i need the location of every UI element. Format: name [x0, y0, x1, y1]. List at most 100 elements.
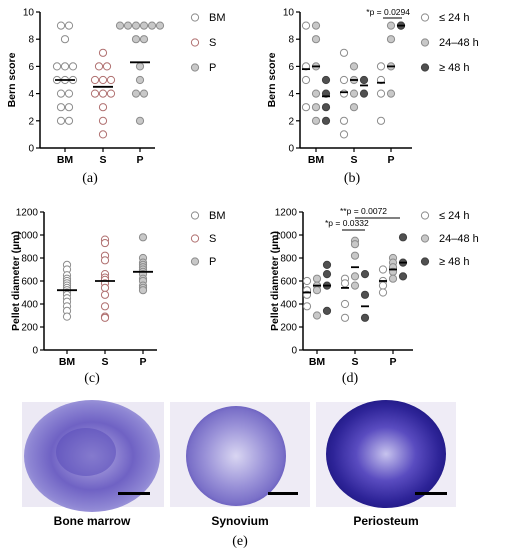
data-point	[56, 116, 66, 125]
data-point	[98, 89, 108, 98]
data-point	[302, 302, 312, 311]
data-point	[301, 75, 311, 85]
x-tick-label: BM	[309, 356, 326, 368]
panel-d-label: (d)	[342, 371, 359, 386]
data-point	[339, 75, 349, 85]
legend-marker	[420, 234, 430, 243]
legend-marker	[420, 63, 430, 72]
data-point	[100, 290, 110, 299]
legend-marker	[190, 211, 200, 220]
data-point	[98, 116, 108, 125]
x-tick-label: S	[101, 356, 108, 368]
legend-label: ≤ 24 h	[439, 210, 470, 222]
data-point	[312, 311, 322, 320]
data-point	[349, 62, 359, 71]
data-point	[98, 48, 108, 57]
y-tick-label: 1000	[275, 231, 298, 242]
legend-label: BM	[209, 210, 226, 222]
panel-a: 0 2 4 6 8 10 BM S P Bern score BM S P (a)	[6, 8, 226, 187]
y-tick-label: 0	[288, 144, 294, 155]
legend-marker	[420, 13, 430, 22]
periosteum-scale-bar	[415, 492, 447, 495]
data-point	[311, 116, 321, 125]
y-tick-label: 6	[28, 62, 34, 73]
data-point	[359, 89, 369, 98]
y-tick-label: 8	[288, 35, 294, 46]
data-point	[321, 75, 331, 85]
legend-marker	[420, 257, 430, 266]
data-point	[311, 103, 321, 112]
legend-marker	[190, 13, 200, 22]
panel-c-label: (c)	[84, 371, 100, 386]
y-tick-label: 800	[280, 254, 297, 265]
y-tick-label: 200	[21, 323, 38, 334]
data-point	[131, 35, 141, 44]
data-point	[94, 62, 104, 71]
data-point	[56, 89, 66, 98]
panel-a-label: (a)	[82, 171, 98, 186]
data-point	[339, 89, 349, 98]
y-tick-label: 200	[280, 323, 297, 334]
data-point	[322, 306, 332, 315]
data-point	[322, 260, 332, 269]
significance-annotation: *p = 0.0332	[325, 218, 369, 228]
legend-label: S	[209, 233, 216, 245]
data-point	[376, 89, 386, 98]
data-point	[311, 89, 321, 98]
y-axis-label: Pellet diameter (µm)	[10, 231, 22, 331]
data-point	[90, 75, 100, 85]
y-tick-label: 400	[280, 300, 297, 311]
data-point	[98, 130, 108, 139]
bone-marrow-core	[56, 428, 116, 476]
y-tick-label: 0	[28, 144, 34, 155]
legend-marker	[420, 38, 430, 47]
data-point	[139, 35, 149, 44]
y-tick-label: 10	[283, 8, 295, 19]
data-point	[131, 89, 141, 98]
data-point	[360, 290, 370, 299]
y-axis-label: Bern score	[6, 52, 18, 107]
data-point	[56, 103, 66, 112]
data-point	[350, 251, 360, 260]
x-tick-label: BM	[59, 356, 76, 368]
y-tick-label: 2	[28, 116, 34, 127]
panel-d: 0 200 400 600 800 1000 1200 BM S P Pellet diameter…	[269, 206, 479, 386]
y-tick-label: 600	[21, 277, 38, 288]
y-tick-label: 1200	[16, 208, 39, 219]
legend-label: ≥ 48 h	[439, 62, 470, 74]
y-tick-label: 800	[21, 254, 38, 265]
data-point	[376, 62, 386, 71]
data-point	[56, 21, 66, 30]
data-point	[100, 302, 110, 311]
data-point	[139, 21, 149, 30]
histology-synovium	[170, 402, 310, 507]
data-point	[398, 272, 408, 281]
data-point	[135, 116, 145, 125]
significance-annotation: *p = 0.0294	[366, 7, 410, 17]
y-tick-label: 6	[288, 62, 294, 73]
data-point	[90, 89, 100, 98]
panel-a-plot: 0 2 4 6 8 10 BM S P Bern score BM S P	[6, 8, 226, 167]
panel-b-label: (b)	[344, 171, 361, 186]
legend-marker	[190, 234, 200, 243]
data-point	[339, 48, 349, 57]
data-point	[102, 62, 112, 71]
legend-marker	[190, 257, 200, 266]
legend-label: P	[209, 256, 216, 268]
x-tick-label: BM	[308, 154, 325, 166]
y-tick-label: 4	[28, 89, 34, 100]
data-point	[378, 288, 388, 297]
y-tick-label: 1200	[275, 208, 298, 219]
y-tick-label: 4	[288, 89, 294, 100]
data-point	[301, 103, 311, 112]
data-point	[321, 103, 331, 112]
data-point	[340, 299, 350, 309]
data-point	[138, 286, 148, 295]
data-point	[340, 279, 350, 288]
x-tick-label: P	[136, 154, 143, 166]
data-point	[388, 274, 398, 283]
histology-periosteum	[316, 400, 456, 508]
synovium-scale-bar	[268, 492, 298, 495]
legend-marker	[190, 38, 200, 47]
